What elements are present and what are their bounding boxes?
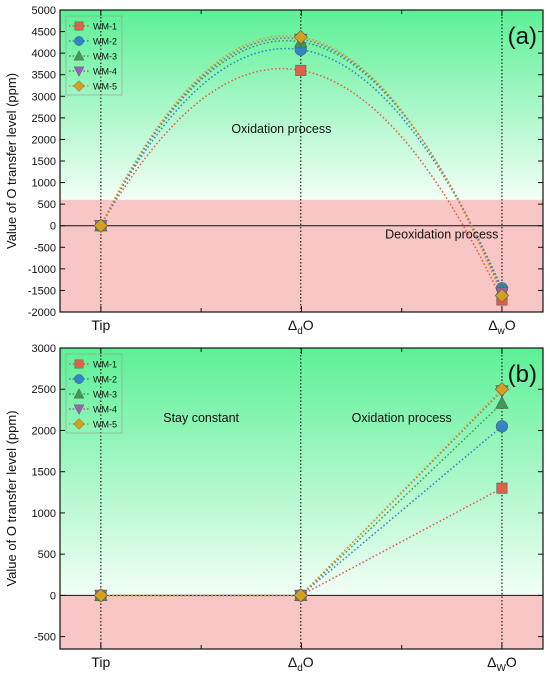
y-tick-label: 5000: [32, 5, 56, 17]
data-point-wm-5: [293, 588, 308, 603]
y-tick-label: -1000: [28, 264, 56, 276]
deoxidation-background: [60, 199, 543, 312]
legend-box: [65, 353, 123, 434]
data-point-wm-5: [93, 218, 108, 233]
data-point-wm-1: [295, 64, 307, 76]
legend-marker: [73, 418, 85, 430]
y-tick-label: 1000: [32, 508, 56, 520]
chart-panel-b: -500 0 500 1000 1500 2000 2500 3000 Tip ΔdO ΔWO Val…: [4, 343, 544, 674]
y-tick-label: 4500: [32, 27, 56, 39]
data-point-wm-1: [496, 482, 508, 494]
legend-label: WM-3: [93, 52, 117, 62]
y-tick-label: 2000: [32, 134, 56, 146]
y-tick-label: -500: [34, 632, 56, 644]
legend-marker: [74, 36, 84, 46]
legend-marker: [73, 388, 85, 399]
x-tick-label: Tip: [91, 654, 110, 670]
data-point-wm-5: [494, 288, 510, 303]
y-tick-label: 4000: [32, 48, 56, 60]
y-tick-label: 0: [50, 221, 56, 233]
x-tick-label: ΔdO: [288, 317, 314, 337]
legend-marker: [73, 80, 85, 92]
data-point-wm-3: [495, 395, 509, 409]
annotation-text: Stay constant: [163, 411, 239, 425]
y-axis-label: Value of O transfer level (ppm): [4, 410, 19, 586]
series-layer: [93, 30, 510, 306]
y-tick-label: -500: [34, 242, 56, 254]
x-tick-label: Tip: [91, 317, 110, 333]
legend-marker: [73, 50, 85, 61]
series-line-wm-3: [100, 402, 503, 597]
legend-label: WM-2: [93, 37, 117, 47]
legend-marker: [73, 404, 85, 415]
y-tick-label: 3500: [32, 70, 56, 82]
legend: WM-1 WM-2 WM-3 WM-4 WM-5: [65, 15, 123, 96]
y-tick-label: 500: [38, 549, 56, 561]
y-tick-label: 2000: [32, 425, 56, 437]
legend-marker: [74, 359, 84, 369]
x-tick-label: ΔwO: [488, 317, 516, 337]
annotation-text: Oxidation process: [231, 122, 331, 136]
legend-label: WM-4: [93, 67, 117, 77]
legend: WM-1 WM-2 WM-3 WM-4 WM-5: [65, 353, 123, 434]
legend-marker: [74, 374, 84, 384]
panel-label: (b): [508, 361, 537, 388]
y-tick-label: -1500: [28, 285, 56, 297]
legend-box: [65, 15, 123, 96]
series-line-wm-5: [100, 388, 503, 597]
x-tick-label: ΔWO: [487, 654, 517, 674]
panel-label: (a): [508, 23, 537, 50]
legend-label: WM-3: [93, 390, 117, 400]
y-tick-label: 0: [50, 590, 56, 602]
legend-marker: [74, 21, 84, 31]
chart-panel-a: -2000 -1500 -1000 -500 0 500 1000 1500 2000 2500 3…: [4, 5, 544, 337]
deoxidation-background: [60, 595, 543, 649]
series-layer: [93, 382, 510, 603]
data-point-wm-2: [495, 420, 509, 433]
y-tick-label: 2500: [32, 113, 56, 125]
legend-label: WM-2: [93, 375, 117, 385]
legend-label: WM-5: [93, 82, 117, 92]
y-axis-label: Value of O transfer level (ppm): [4, 73, 19, 249]
y-tick-label: 3000: [32, 91, 56, 103]
y-tick-label: -2000: [28, 307, 56, 319]
y-tick-label: 500: [38, 199, 56, 211]
data-point-wm-5: [93, 588, 108, 603]
legend-label: WM-5: [93, 420, 117, 430]
annotation-text: Deoxidation process: [385, 228, 498, 242]
y-tick-label: 3000: [32, 343, 56, 355]
oxidation-background: [60, 348, 543, 596]
y-tick-label: 1000: [32, 178, 56, 190]
legend-label: WM-1: [93, 22, 117, 32]
legend-label: WM-1: [93, 360, 117, 370]
legend-label: WM-4: [93, 405, 117, 415]
annotation-text: Oxidation process: [352, 411, 452, 425]
x-tick-label: ΔdO: [288, 654, 314, 674]
y-tick-label: 1500: [32, 156, 56, 168]
legend-marker: [73, 66, 85, 77]
data-point-wm-5: [494, 382, 510, 397]
y-tick-label: 1500: [32, 467, 56, 479]
data-point-wm-5: [293, 30, 308, 45]
y-tick-label: 2500: [32, 384, 56, 396]
